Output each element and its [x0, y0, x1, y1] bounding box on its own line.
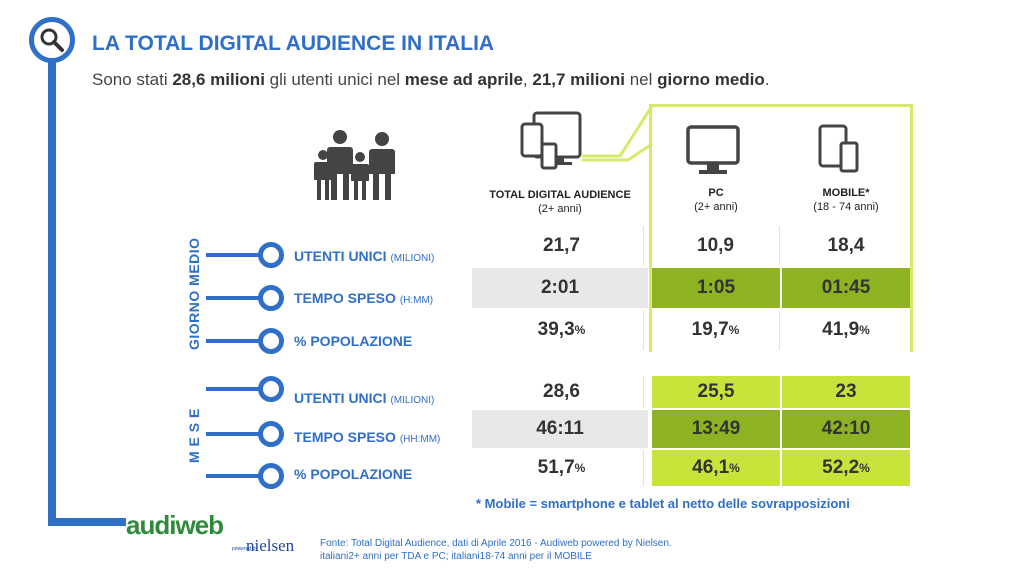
group-label-giorno-medio: GIORNO MEDIO — [186, 237, 202, 350]
cell-mobile-utenti-giorno: 18,4 — [827, 235, 865, 256]
row-bullet — [258, 463, 284, 489]
cell-tda-popolazione-giorno: 39,3% — [480, 310, 644, 350]
row-connector — [206, 296, 268, 300]
tablet-phone-icon — [818, 124, 859, 173]
row-bullet — [258, 328, 284, 354]
highlight-frame — [649, 104, 913, 352]
cell-mobile-tempo-giorno: 01:45 — [782, 268, 910, 308]
cell-mobile-popolazione-giorno: 41,9% — [822, 319, 870, 340]
row-bullet — [258, 376, 284, 402]
devices-icon — [520, 111, 582, 170]
connector-lines — [582, 105, 654, 162]
row-label-tempo-mese: TEMPO SPESO (HH:MM) — [294, 429, 441, 445]
timeline-line — [48, 60, 56, 526]
source-note: Fonte: Total Digital Audience, dati di A… — [320, 538, 672, 562]
cell-mobile-utenti-mese: 23 — [782, 376, 910, 408]
cell-mobile-popolazione-mese: 52,2% — [782, 450, 910, 486]
cell-pc-utenti-giorno: 10,9 — [652, 226, 780, 266]
cell-mobile-tempo-mese: 42:10 — [782, 410, 910, 448]
cell-tda-utenti-giorno: 21,7 — [480, 226, 644, 266]
row-connector — [206, 339, 268, 343]
row-label-utenti-mese: UTENTI UNICI (MILIONI) — [294, 390, 435, 406]
timeline-foot — [48, 518, 126, 526]
page-subtitle: Sono stati 28,6 milioni gli utenti unici… — [92, 70, 770, 89]
group-label-mese: M E S E — [186, 408, 202, 463]
cell-pc-tempo-giorno: 1:05 — [652, 268, 780, 308]
nielsen-logo: nielsen — [246, 536, 295, 555]
cell-pc-popolazione-giorno: 19,7% — [652, 310, 780, 350]
monitor-icon — [686, 125, 740, 174]
powered-by-text: powered by — [232, 546, 258, 552]
row-label-tempo-giorno: TEMPO SPESO (H:MM) — [294, 290, 434, 306]
audiweb-logo: audiweb — [126, 510, 224, 540]
row-bullet — [258, 285, 284, 311]
row-label-popolazione-giorno: % POPOLAZIONE — [294, 333, 413, 349]
page-title: LA TOTAL DIGITAL AUDIENCE IN ITALIA — [92, 32, 495, 55]
row-bullet — [258, 421, 284, 447]
cell-tda-utenti-mese: 28,6 — [480, 376, 644, 408]
cell-tda-tempo-giorno: 2:01 — [472, 268, 648, 308]
family-icon — [314, 130, 395, 200]
col-header-mobile: MOBILE* (18 - 74 anni) — [813, 187, 879, 213]
row-connector — [206, 387, 268, 391]
cell-tda-popolazione-mese: 51,7% — [480, 450, 644, 486]
row-connector — [206, 432, 268, 436]
cell-pc-popolazione-mese: 46,1% — [652, 450, 780, 486]
cell-pc-utenti-mese: 25,5 — [652, 376, 780, 408]
col-header-tda: TOTAL DIGITAL AUDIENCE (2+ anni) — [489, 189, 631, 215]
search-badge — [29, 17, 75, 63]
col-header-pc: PC (2+ anni) — [694, 187, 738, 213]
row-connector — [206, 474, 268, 478]
cell-pc-tempo-mese: 13:49 — [652, 410, 780, 448]
row-label-utenti-giorno: UTENTI UNICI (MILIONI) — [294, 248, 435, 264]
magnifier-icon — [40, 28, 64, 52]
row-bullet — [258, 242, 284, 268]
mobile-footnote: * Mobile = smartphone e tablet al netto … — [476, 496, 850, 511]
row-label-popolazione-mese: % POPOLAZIONE — [294, 466, 413, 482]
row-connector — [206, 253, 268, 257]
cell-tda-tempo-mese: 46:11 — [472, 410, 648, 448]
